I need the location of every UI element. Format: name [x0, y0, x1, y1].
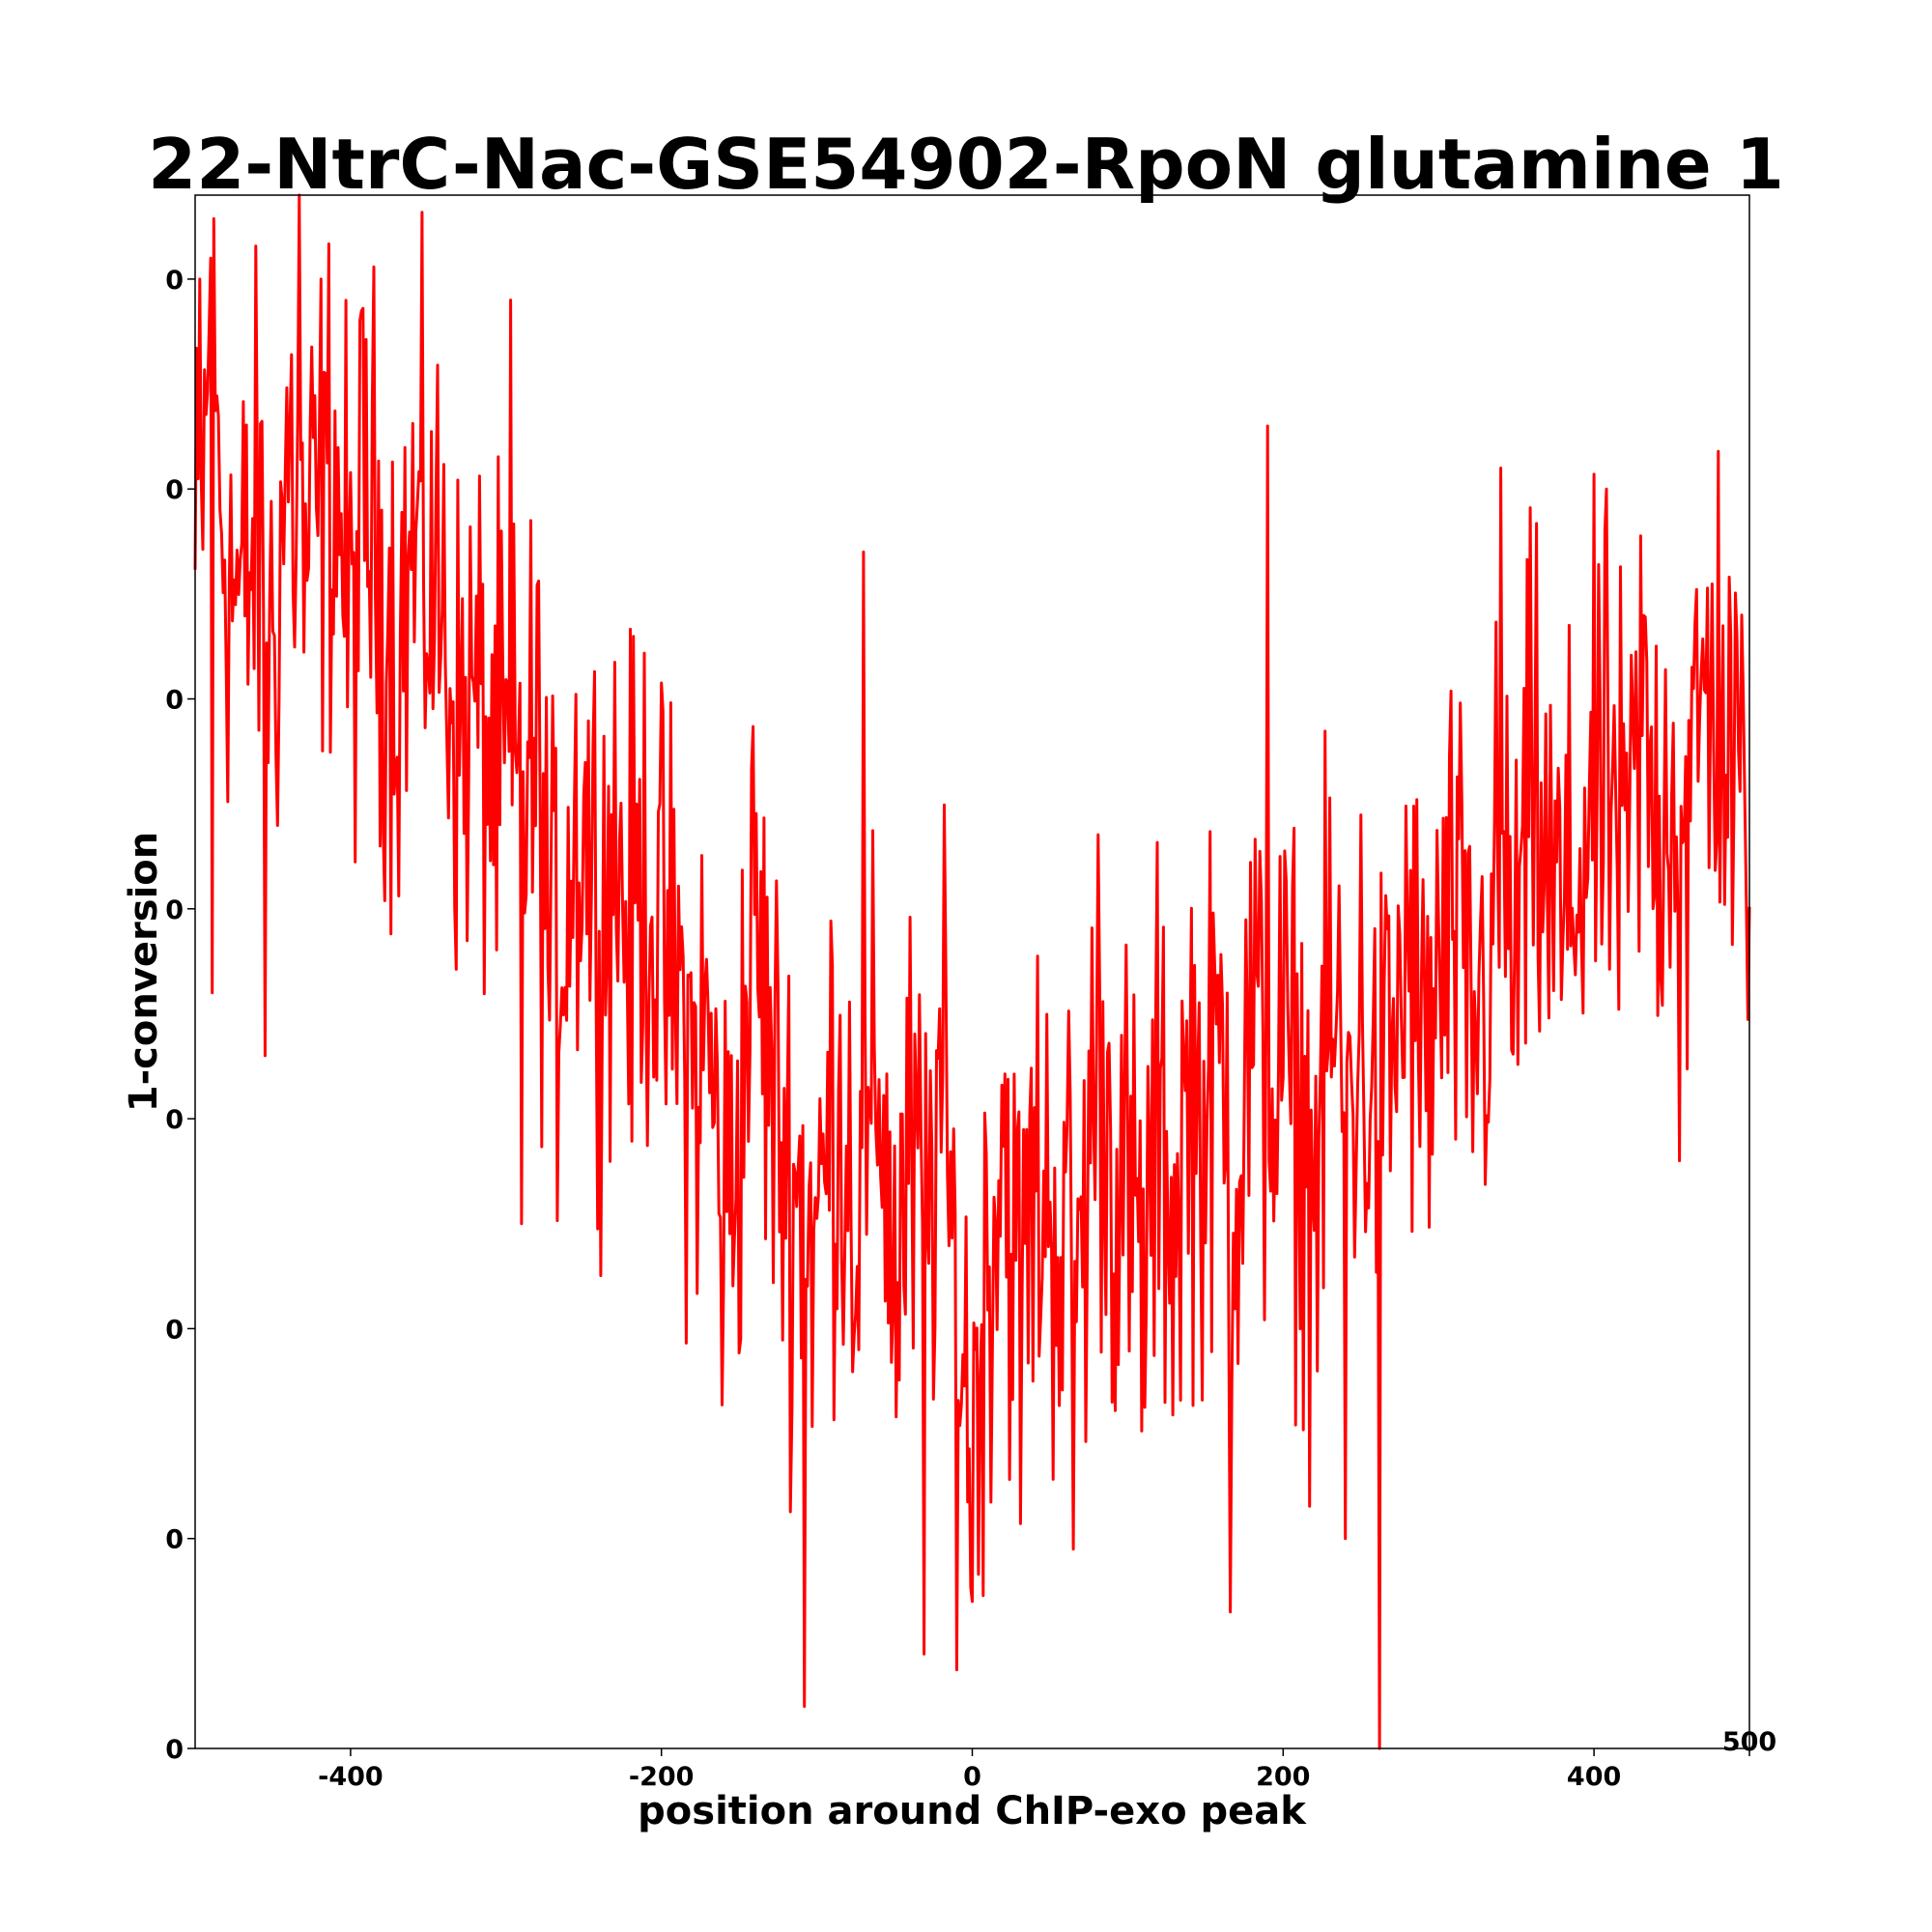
x-axis-label: position around ChIP-exo peak	[638, 1789, 1307, 1833]
x-tick-label: 400	[1567, 1762, 1621, 1792]
y-tick-label: 0	[165, 475, 184, 505]
series-line	[193, 193, 1751, 1750]
y-tick-label: 0	[165, 895, 184, 925]
x-tick-label: 200	[1256, 1762, 1310, 1792]
series-group	[193, 193, 1751, 1750]
x-axis: -400 -200 0 200 400 500	[318, 1727, 1776, 1792]
y-tick-label: 0	[165, 1735, 184, 1765]
y-axis: 0 0 0 0 0 0 0 0	[165, 266, 195, 1765]
x-tick-label: -400	[318, 1762, 384, 1792]
x-tick-label: -200	[629, 1762, 695, 1792]
y-tick-label: 0	[165, 686, 184, 716]
y-tick-label: 0	[165, 1525, 184, 1555]
y-tick-label: 0	[165, 1315, 184, 1345]
y-tick-label: 0	[165, 266, 184, 296]
x-tick-label: 0	[963, 1762, 981, 1792]
y-tick-label: 0	[165, 1105, 184, 1135]
y-axis-label: 1-conversion	[122, 832, 166, 1113]
x-tick-label: 500	[1722, 1727, 1776, 1757]
chart-title: 22-NtrC-Nac-GSE54902-RpoN glutamine 1	[148, 124, 1784, 205]
